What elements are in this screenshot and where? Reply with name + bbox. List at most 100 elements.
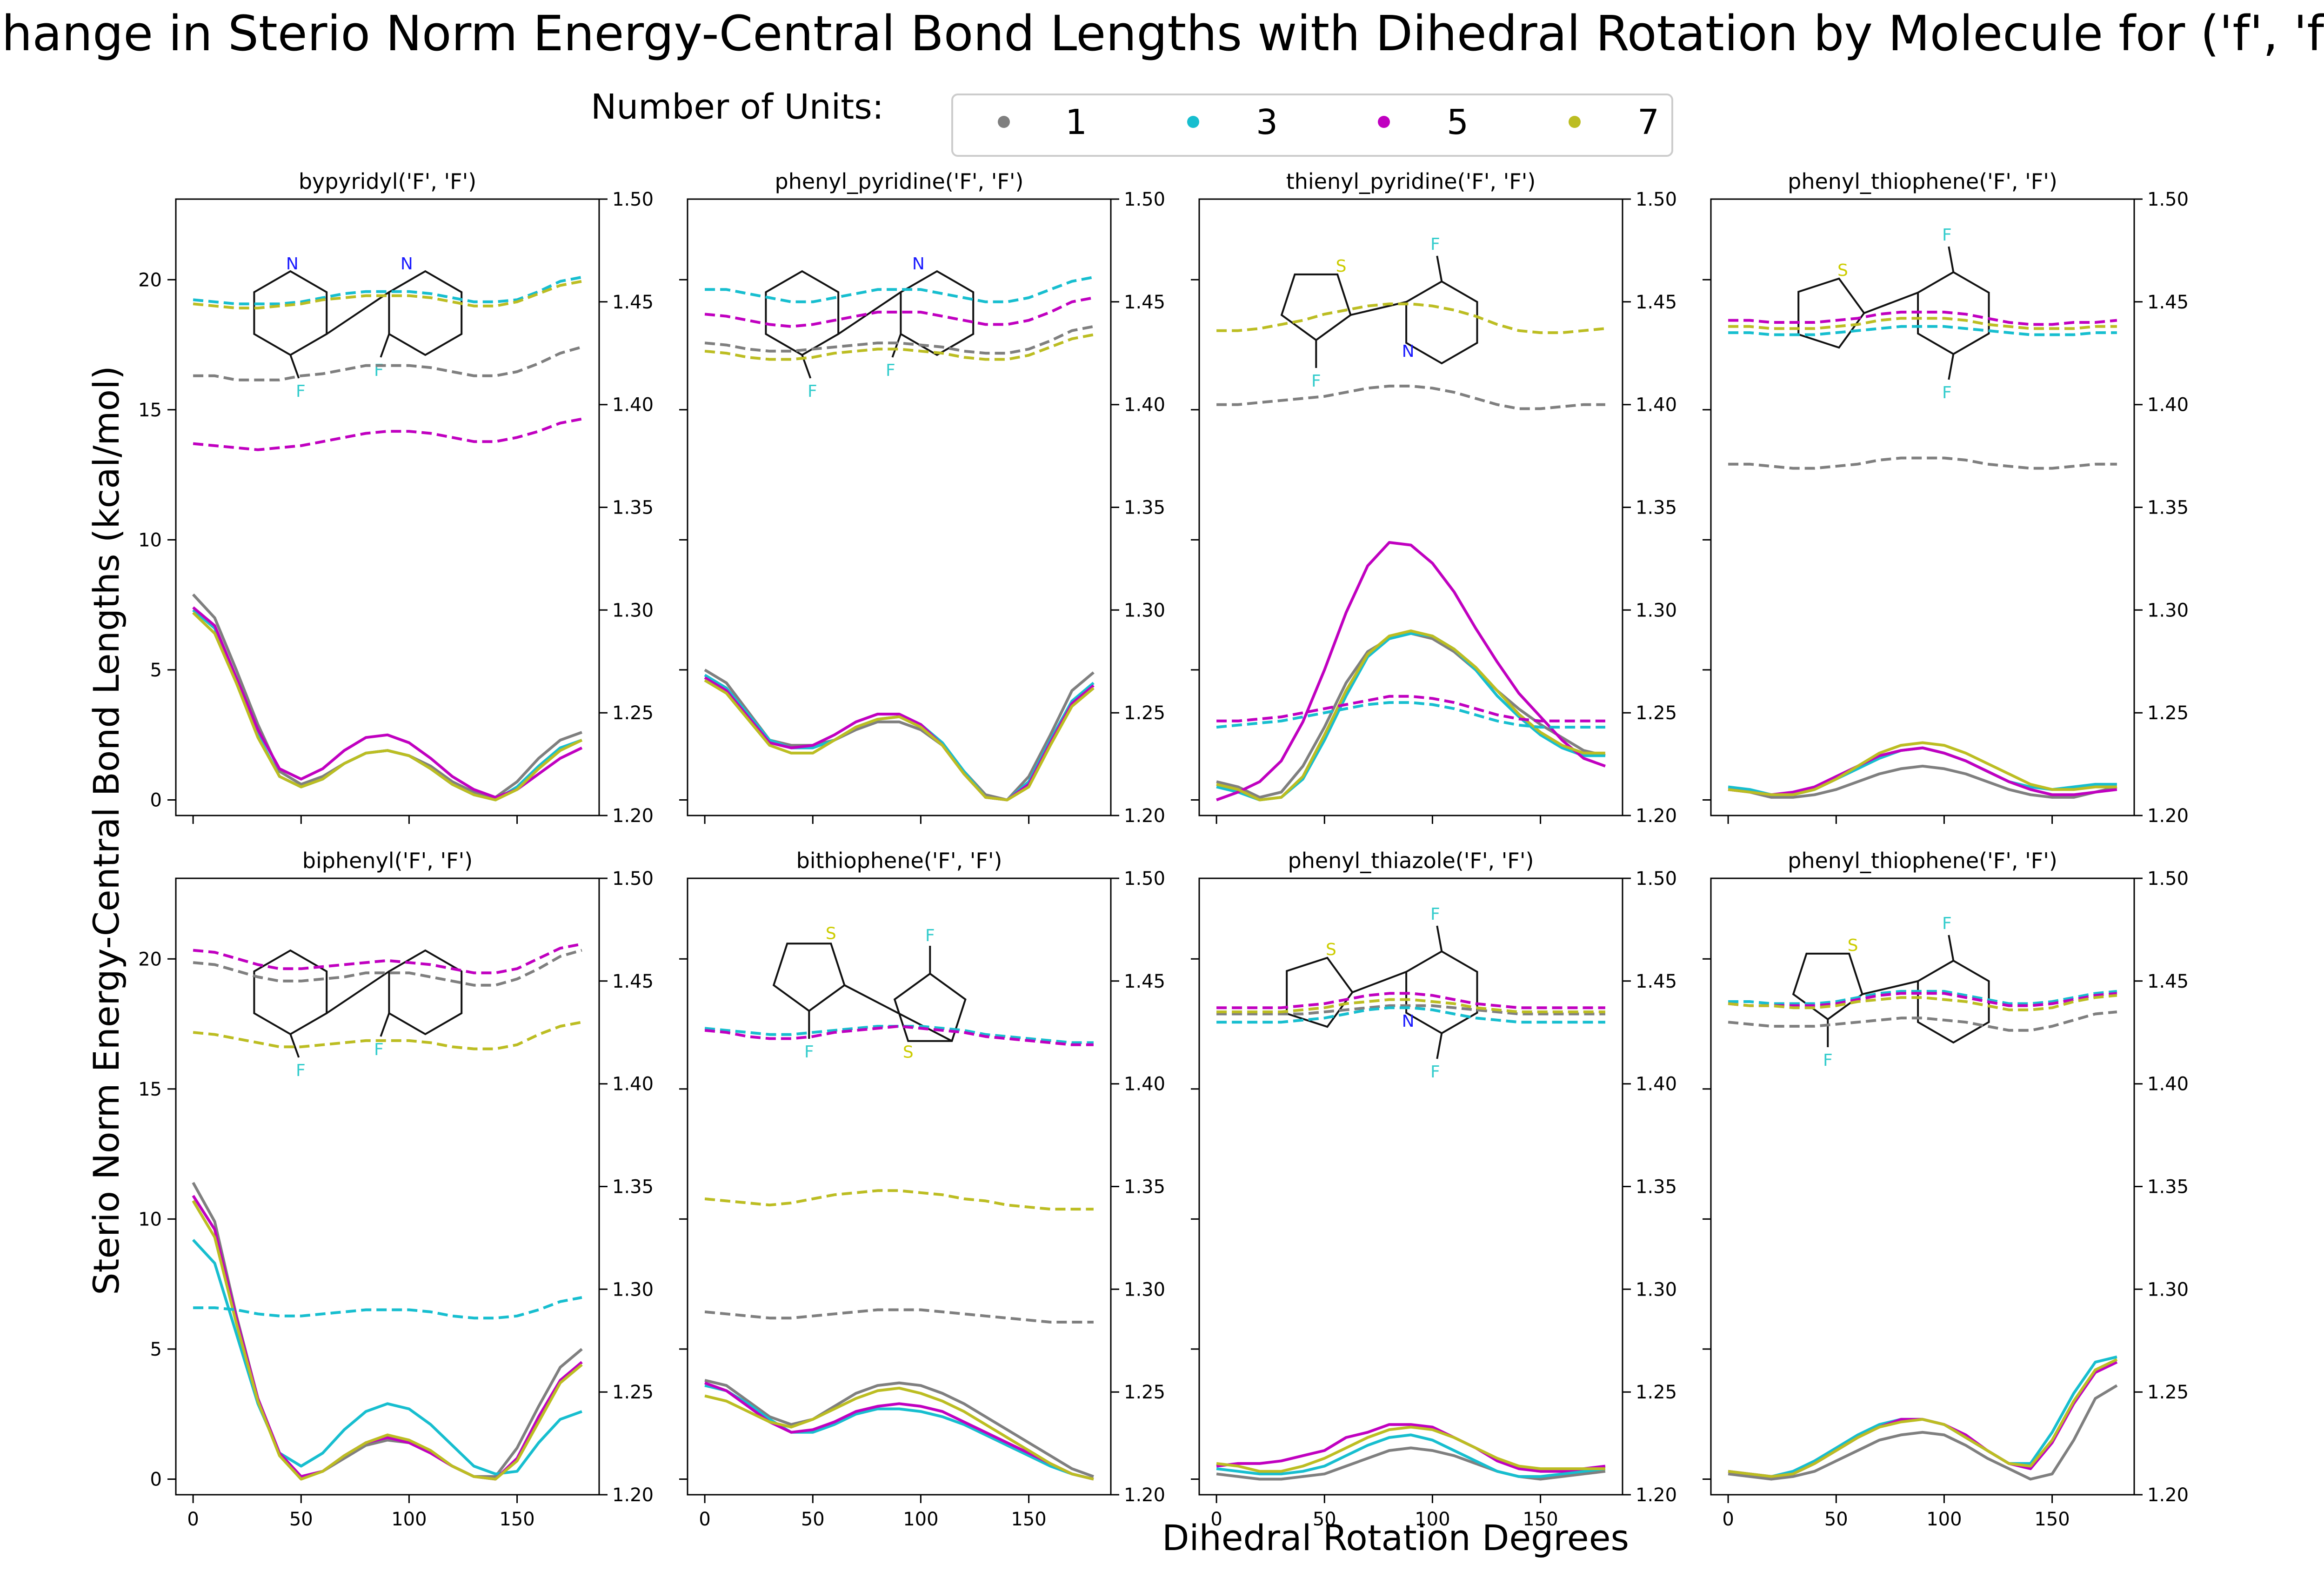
- panel-1-bypyridyl-f-f-atom-label-1: N: [286, 254, 299, 274]
- panel-2-phenyl-pyridine-f-f-atom-label-3: F: [808, 382, 817, 401]
- panel-6-bithiophene-f-f-series-1-bond-length-line: [704, 1308, 1094, 1324]
- panel-8-phenyl-thiophene-f-f-x-tick-label-150: 150: [2034, 1509, 2070, 1530]
- panel-5-biphenyl-f-f-left-tick-label-20: 20: [138, 949, 162, 970]
- panel-7-phenyl-thiazole-f-f-series-7-bond-length-line: [1216, 998, 1605, 1014]
- panel-1-bypyridyl-f-f-atom-label-4: F: [374, 361, 384, 380]
- panel-2-phenyl-pyridine-f-f-right-tick-label-1.40: 1.40: [1124, 394, 1165, 416]
- panel-1-bypyridyl-f-f-right-tick-label-1.20: 1.20: [612, 805, 654, 827]
- panel-6-bithiophene-f-f-series-5-bond-length-line: [704, 1025, 1094, 1046]
- panel-5-biphenyl-f-f-right-tick-label-1.20: 1.20: [612, 1484, 654, 1506]
- panel-5-biphenyl-f-f-left-tick-label-10: 10: [138, 1209, 162, 1230]
- panel-1-bypyridyl-f-f-series-1-bond-length-line: [193, 346, 582, 381]
- panel-4-phenyl-thiophene-f-f-right-tick-label-1.40: 1.40: [2147, 394, 2189, 416]
- panel-1-bypyridyl-f-f-substituent-bond-2: [380, 334, 390, 358]
- panel-6-bithiophene-f-f-ring-left: [772, 943, 846, 1012]
- panel-6-bithiophene-f-f-series-3-bond-length-line: [704, 1025, 1094, 1044]
- panel-6-bithiophene-f-f-molecule-structure: S S F F: [772, 924, 967, 1062]
- panel-3-thienyl-pyridine-f-f-title: thienyl_pyridine('F', 'F'): [1286, 169, 1536, 194]
- panel-8-phenyl-thiophene-f-f-right-tick-label-1.25: 1.25: [2147, 1382, 2189, 1403]
- panel-3-thienyl-pyridine-f-f-series-7-energy-line: [1216, 629, 1605, 802]
- panel-3-thienyl-pyridine-f-f-right-tick-label-1.30: 1.30: [1636, 600, 1677, 621]
- panel-5-biphenyl-f-f-right-tick-label-1.45: 1.45: [612, 971, 654, 992]
- panel-5-biphenyl-f-f-substituent-bond-2: [380, 1013, 390, 1037]
- panel-8-phenyl-thiophene-f-f-series-5-bond-length-line: [1728, 992, 2117, 1007]
- panel-1-bypyridyl-f-f: bypyridyl('F', 'F') N N F F 0 5 10 15 20 1.20 1.25 1…: [138, 169, 654, 827]
- panel-3-thienyl-pyridine-f-f-series-5-energy-line: [1216, 541, 1606, 802]
- panel-7-phenyl-thiazole-f-f-atom-label-1: S: [1326, 940, 1336, 959]
- panel-5-biphenyl-f-f-atom-label-4: F: [374, 1040, 384, 1059]
- panel-2-phenyl-pyridine-f-f-right-tick-label-1.20: 1.20: [1124, 805, 1165, 827]
- panel-1-bypyridyl-f-f-right-tick-label-1.40: 1.40: [612, 394, 654, 416]
- panel-8-phenyl-thiophene-f-f-right-tick-label-1.35: 1.35: [2147, 1177, 2189, 1198]
- panel-1-bypyridyl-f-f-series-3-bond-length-line: [193, 275, 582, 306]
- panel-8-phenyl-thiophene-f-f-ring-left: [1792, 952, 1863, 1021]
- panel-3-thienyl-pyridine-f-f-central-bond: [1350, 301, 1407, 316]
- panel-8-phenyl-thiophene-f-f-right-tick-label-1.50: 1.50: [2147, 868, 2189, 889]
- panel-7-phenyl-thiazole-f-f-atom-label-2: F: [1430, 905, 1440, 924]
- panel-7-phenyl-thiazole-f-f-atom-label-3: F: [1430, 1063, 1440, 1082]
- panel-5-biphenyl-f-f-left-tick-label-15: 15: [138, 1079, 162, 1100]
- panel-1-bypyridyl-f-f-title: bypyridyl('F', 'F'): [299, 169, 476, 194]
- panel-1-bypyridyl-f-f-substituent-bond-1: [289, 354, 300, 379]
- panel-6-bithiophene-f-f-right-tick-label-1.25: 1.25: [1124, 1382, 1165, 1403]
- panel-5-biphenyl-f-f-title: biphenyl('F', 'F'): [302, 848, 473, 873]
- panel-8-phenyl-thiophene-f-f-right-tick-label-1.20: 1.20: [2147, 1484, 2189, 1506]
- panel-1-bypyridyl-f-f-left-tick-label-15: 15: [138, 400, 162, 421]
- panel-5-biphenyl-f-f-left-tick-label-0: 0: [150, 1469, 162, 1491]
- panel-4-phenyl-thiophene-f-f-series-5-energy-line: [1728, 746, 2117, 796]
- legend-marker-5: [1378, 116, 1390, 128]
- panel-6-bithiophene-f-f-x-tick-label-150: 150: [1011, 1509, 1046, 1530]
- panel-8-phenyl-thiophene-f-f-atom-label-1: S: [1848, 936, 1858, 955]
- panel-6-bithiophene-f-f-atom-label-4: F: [925, 926, 935, 945]
- panel-6-bithiophene-f-f-right-tick-label-1.45: 1.45: [1124, 971, 1165, 992]
- panel-3-thienyl-pyridine-f-f-series-5-bond-length-line: [1216, 695, 1605, 722]
- panel-8-phenyl-thiophene-f-f-molecule-structure: S F F: [1792, 914, 1990, 1070]
- panel-6-bithiophene-f-f-series-7-energy-line: [704, 1386, 1094, 1481]
- panel-4-phenyl-thiophene-f-f-series-1-bond-length-line: [1728, 456, 2117, 470]
- panel-2-phenyl-pyridine-f-f-right-tick-label-1.50: 1.50: [1124, 189, 1165, 210]
- panel-7-phenyl-thiazole-f-f-series-5-energy-line: [1216, 1423, 1606, 1473]
- legend-frame: [951, 94, 1673, 157]
- legend-label-1: 1: [1065, 102, 1087, 142]
- panel-8-phenyl-thiophene-f-f-series-7-energy-line: [1728, 1358, 2118, 1478]
- panel-4-phenyl-thiophene-f-f: phenyl_thiophene('F', 'F') S F F 1.20 1.25 1.3…: [1703, 169, 2189, 827]
- panel-4-phenyl-thiophene-f-f-title: phenyl_thiophene('F', 'F'): [1788, 169, 2057, 194]
- panel-5-biphenyl-f-f-right-tick-label-1.35: 1.35: [612, 1177, 654, 1198]
- panel-8-phenyl-thiophene-f-f-x-tick-label-100: 100: [1926, 1509, 1962, 1530]
- legend-label-3: 3: [1256, 102, 1278, 142]
- panel-7-phenyl-thiazole-f-f-right-tick-label-1.50: 1.50: [1636, 868, 1677, 889]
- legend-entry-5: 5: [1378, 102, 1469, 142]
- panel-7-phenyl-thiazole-f-f-right-tick-label-1.45: 1.45: [1636, 971, 1677, 992]
- panel-1-bypyridyl-f-f-atom-label-2: N: [401, 254, 413, 274]
- panel-1-bypyridyl-f-f-right-tick-label-1.50: 1.50: [612, 189, 654, 210]
- panel-4-phenyl-thiophene-f-f-series-7-bond-length-line: [1728, 317, 2117, 330]
- panel-6-bithiophene-f-f-series-7-bond-length-line: [704, 1189, 1094, 1211]
- panel-8-phenyl-thiophene-f-f-series-7-bond-length-line: [1728, 994, 2117, 1011]
- panel-2-phenyl-pyridine-f-f-molecule-structure: N F F: [765, 254, 975, 401]
- panel-5-biphenyl-f-f-x-tick-label-50: 50: [289, 1509, 313, 1530]
- panel-7-phenyl-thiazole-f-f-x-tick-label-100: 100: [1415, 1509, 1450, 1530]
- panel-5-biphenyl-f-f-right-tick-label-1.25: 1.25: [612, 1382, 654, 1403]
- panel-1-bypyridyl-f-f-left-tick-label-20: 20: [138, 269, 162, 291]
- panel-5-biphenyl-f-f-right-tick-label-1.50: 1.50: [612, 868, 654, 889]
- panel-6-bithiophene-f-f-right-tick-label-1.20: 1.20: [1124, 1484, 1165, 1506]
- panel-4-phenyl-thiophene-f-f-ring-left: [1797, 277, 1865, 349]
- panel-3-thienyl-pyridine-f-f-atom-label-3: F: [1311, 372, 1321, 391]
- panel-5-biphenyl-f-f-atom-label-3: F: [296, 1061, 306, 1080]
- panel-2-phenyl-pyridine-f-f-right-tick-label-1.25: 1.25: [1124, 702, 1165, 724]
- panel-3-thienyl-pyridine-f-f-right-tick-label-1.50: 1.50: [1636, 189, 1677, 210]
- panel-2-phenyl-pyridine-f-f-title: phenyl_pyridine('F', 'F'): [775, 169, 1024, 194]
- panel-7-phenyl-thiazole-f-f: phenyl_thiazole('F', 'F') S F F N 0 50 100 150 1.…: [1191, 848, 1677, 1530]
- panel-7-phenyl-thiazole-f-f-atom-label-4: N: [1402, 1012, 1415, 1031]
- legend-title: Number of Units:: [591, 87, 884, 127]
- panel-2-phenyl-pyridine-f-f-series-7-bond-length-line: [704, 333, 1094, 361]
- panel-6-bithiophene-f-f: bithiophene('F', 'F') S S F F 0 50 100 150 1.20 1.…: [679, 848, 1165, 1530]
- panel-5-biphenyl-f-f-x-tick-label-150: 150: [499, 1509, 534, 1530]
- panel-3-thienyl-pyridine-f-f-atom-label-2: F: [1430, 235, 1440, 254]
- panel-6-bithiophene-f-f-x-tick-label-0: 0: [699, 1509, 710, 1530]
- panel-7-phenyl-thiazole-f-f-series-5-bond-length-line: [1216, 992, 1605, 1010]
- panel-3-thienyl-pyridine-f-f-series-7-bond-length-line: [1216, 302, 1606, 334]
- panel-3-thienyl-pyridine-f-f-right-tick-label-1.25: 1.25: [1636, 702, 1677, 724]
- panel-5-biphenyl-f-f-right-tick-label-1.40: 1.40: [612, 1074, 654, 1095]
